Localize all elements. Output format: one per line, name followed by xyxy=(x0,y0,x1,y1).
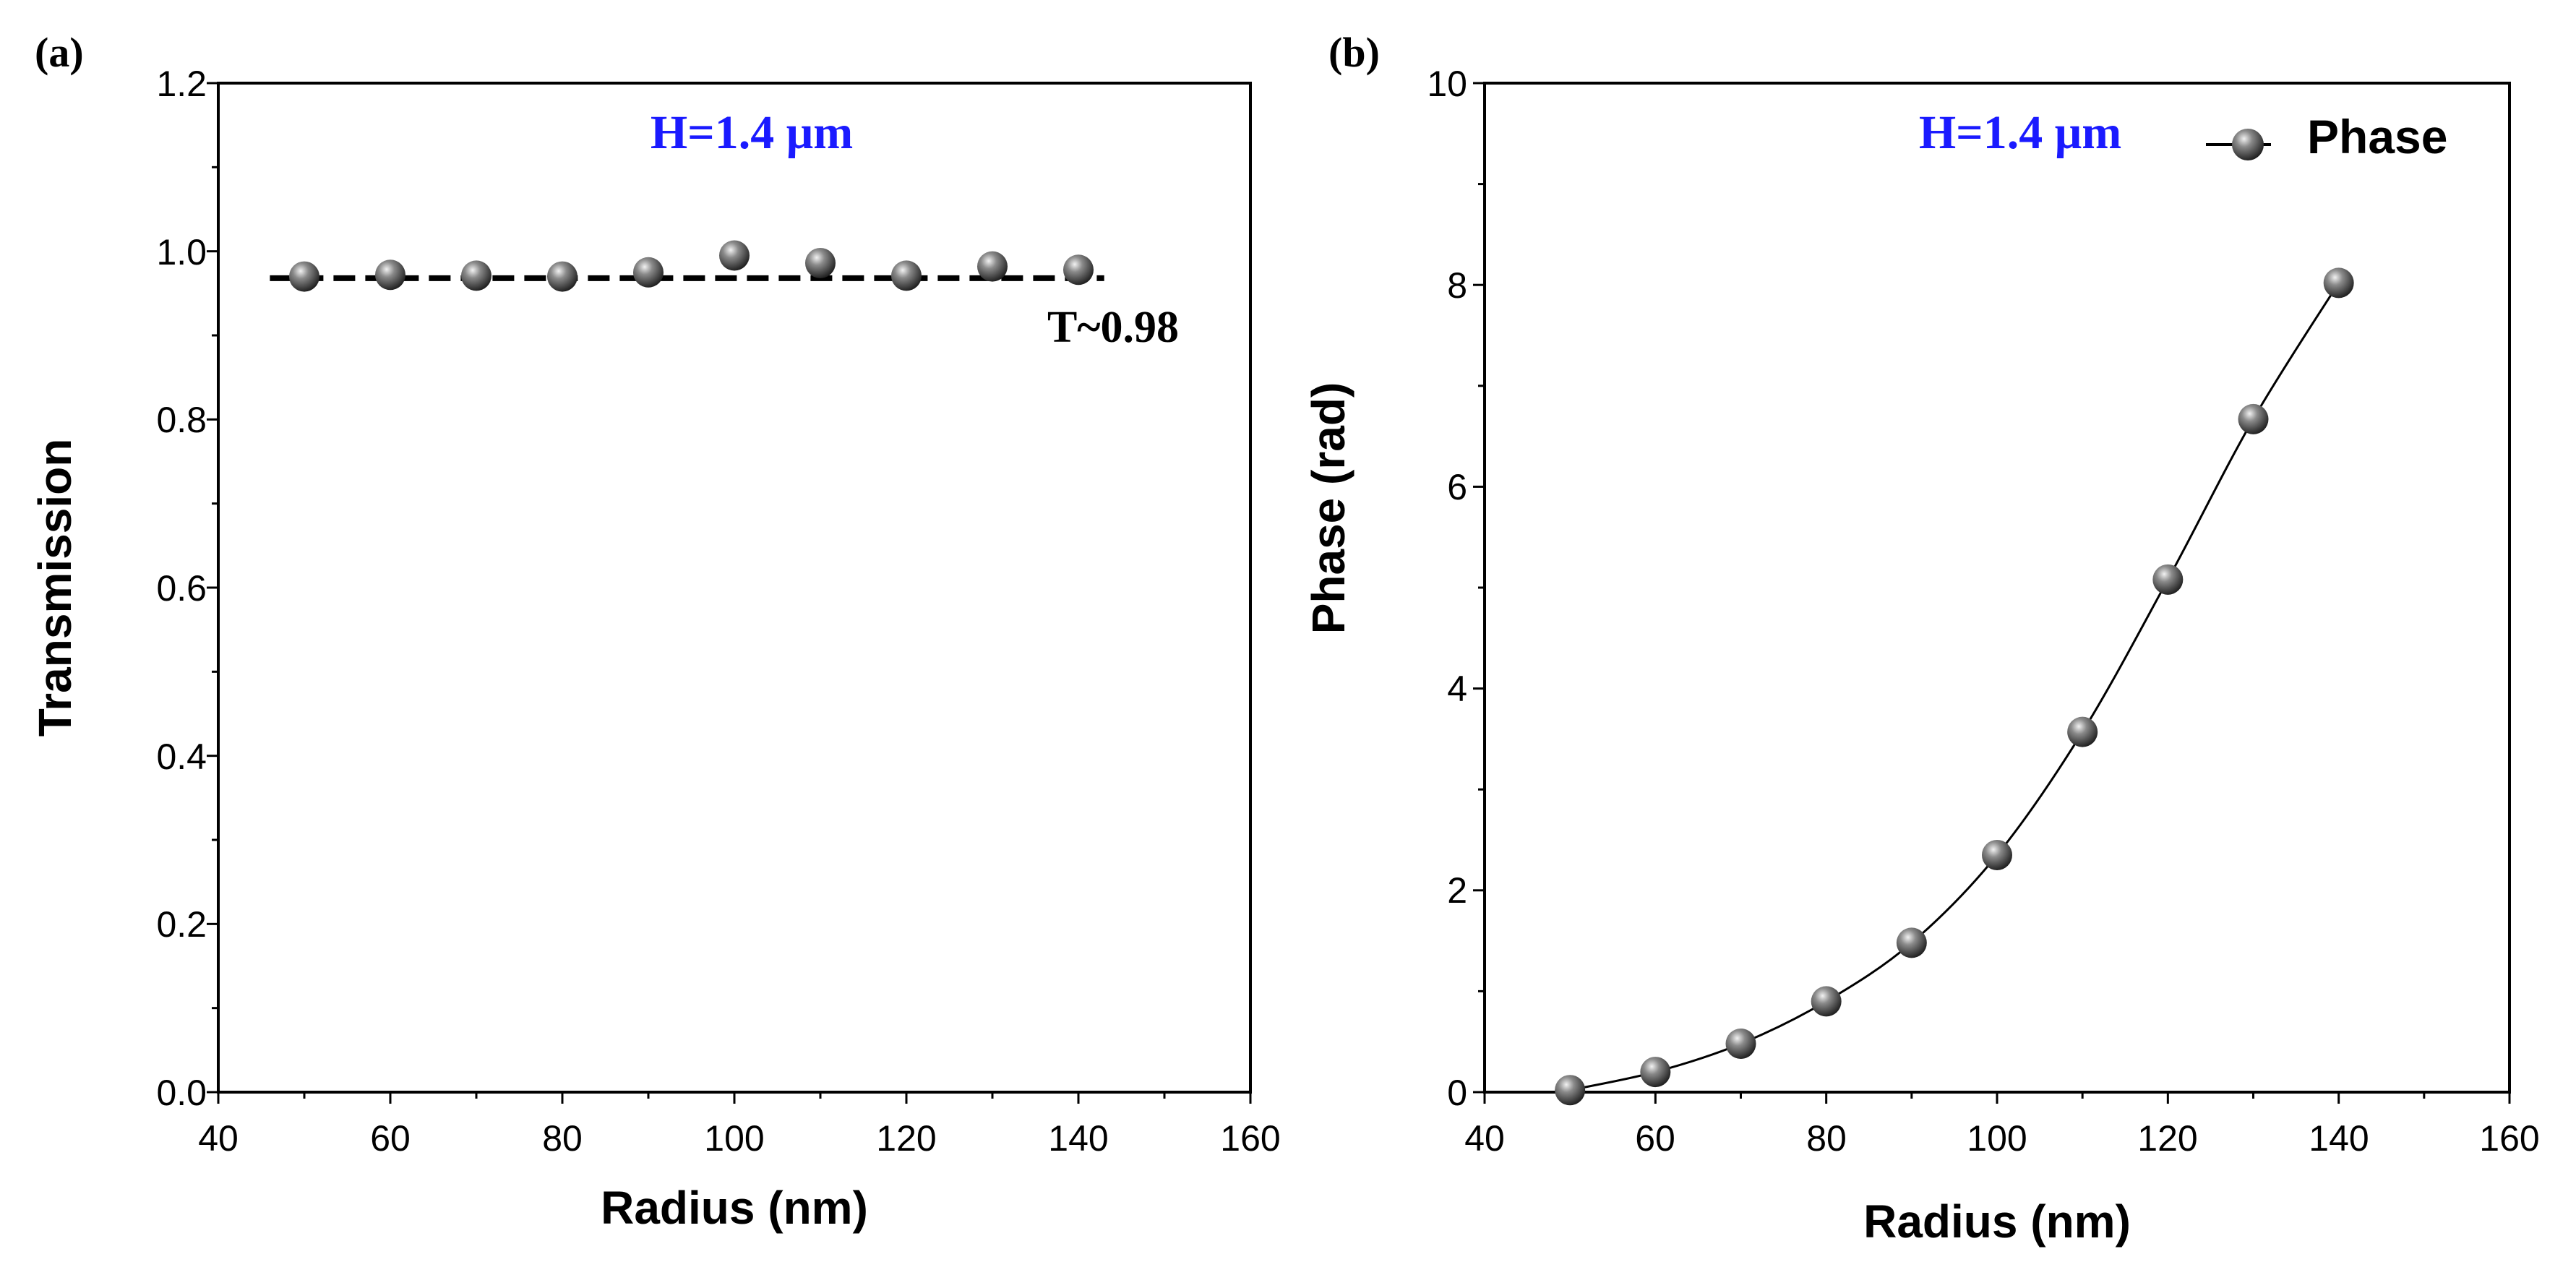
b-data-point-140 xyxy=(2323,267,2354,299)
panel-a-data-points xyxy=(289,240,1094,292)
panel-a-y-tick-label-1: 0.2 xyxy=(156,904,207,945)
b-data-point-100 xyxy=(1982,839,2012,870)
panel-b-x-ticks xyxy=(1483,1092,2511,1104)
panel-a-y-tick-label-0: 0.0 xyxy=(156,1073,207,1113)
panel-a-annotation-height: H=1.4 μm xyxy=(651,106,853,159)
panel-b-y-tick-label-4: 8 xyxy=(1447,265,1467,306)
a-data-point-140 xyxy=(1063,254,1094,286)
a-data-point-110 xyxy=(805,247,836,278)
b-data-point-60 xyxy=(1640,1057,1671,1088)
panel-b-x-tick-label-1: 60 xyxy=(1635,1118,1675,1159)
panel-a-y-axis-label: Transmission xyxy=(29,439,81,737)
panel-b-x-tick-label-4: 120 xyxy=(2137,1118,2197,1159)
panel-a-y-tick-label-4: 0.8 xyxy=(156,400,207,440)
panel-b-legend: Phase xyxy=(2206,110,2447,163)
panel-b-annotation-height: H=1.4 μm xyxy=(1919,106,2121,159)
panel-b-x-axis-label: Radius (nm) xyxy=(1863,1195,2131,1248)
panel-a-y-ticks xyxy=(207,82,218,1094)
panel-b-y-tick-label-0: 0 xyxy=(1447,1073,1467,1113)
panel-b-x-tick-label-5: 140 xyxy=(2309,1118,2369,1159)
a-data-point-90 xyxy=(633,257,664,288)
a-data-point-70 xyxy=(461,260,491,291)
panel-b-y-axis-label: Phase (rad) xyxy=(1302,382,1354,635)
a-data-point-50 xyxy=(289,261,319,292)
panel-b-x-tick-label-6: 160 xyxy=(2479,1118,2539,1159)
panel-b-y-ticks xyxy=(1473,82,1485,1094)
panel-b-y-tick-label-2: 4 xyxy=(1447,669,1467,709)
panel-a-plot-frame xyxy=(217,82,1252,1094)
legend-marker-sample xyxy=(2232,129,2264,160)
panel-a-x-ticks xyxy=(217,1092,1252,1104)
b-data-point-80 xyxy=(1811,986,1842,1017)
panel-a-y-tick-label-6: 1.2 xyxy=(156,64,207,104)
panel-b-y-tick-label-1: 2 xyxy=(1447,870,1467,911)
b-data-point-70 xyxy=(1725,1028,1756,1059)
panel-a-x-tick-label-5: 140 xyxy=(1048,1118,1108,1159)
panel-a-x-axis-label: Radius (nm) xyxy=(601,1182,868,1234)
panel-b-y-tick-label-5: 10 xyxy=(1427,64,1467,104)
a-data-point-60 xyxy=(375,259,405,291)
panel-b-data-points xyxy=(1555,267,2354,1106)
panel-a: (a) 40 60 80 100 120 140 160 0.0 0.2 0.4… xyxy=(29,29,1281,1234)
panel-a-y-tick-label-2: 0.4 xyxy=(156,737,207,777)
panel-b-plot-frame xyxy=(1483,82,2511,1094)
panel-a-x-tick-label-3: 100 xyxy=(704,1118,764,1159)
panel-b-x-tick-label-0: 40 xyxy=(1464,1118,1505,1159)
panel-b-x-tick-label-2: 80 xyxy=(1806,1118,1847,1159)
panel-a-x-tick-label-0: 40 xyxy=(198,1118,239,1159)
panel-a-y-tick-label-5: 1.0 xyxy=(156,232,207,272)
panel-b-y-tick-label-3: 6 xyxy=(1447,467,1467,507)
panel-b: (b) 40 60 80 100 120 140 160 0 2 4 6 8 1… xyxy=(1302,29,2540,1248)
panel-a-annotation-transmission: T~0.98 xyxy=(1047,303,1179,352)
phase-series-line xyxy=(1569,282,2340,1091)
panel-a-x-tick-label-6: 160 xyxy=(1220,1118,1280,1159)
b-data-point-90 xyxy=(1896,927,1927,958)
a-data-point-80 xyxy=(547,261,578,292)
legend-label-phase: Phase xyxy=(2307,110,2447,163)
panel-a-x-tick-label-4: 120 xyxy=(876,1118,936,1159)
panel-b-label: (b) xyxy=(1328,29,1380,76)
b-data-point-110 xyxy=(2067,716,2098,747)
b-data-point-120 xyxy=(2152,564,2184,595)
panel-a-label: (a) xyxy=(35,29,84,76)
b-data-point-130 xyxy=(2238,403,2269,434)
b-data-point-50 xyxy=(1555,1075,1586,1106)
panel-a-y-tick-label-3: 0.6 xyxy=(156,568,207,609)
panel-a-x-tick-label-2: 80 xyxy=(542,1118,583,1159)
a-data-point-100 xyxy=(719,240,750,271)
panel-b-series-line xyxy=(1569,282,2340,1091)
a-data-point-130 xyxy=(977,251,1008,282)
panel-b-x-tick-label-3: 100 xyxy=(1967,1118,2027,1159)
panel-a-x-tick-label-1: 60 xyxy=(370,1118,411,1159)
a-data-point-120 xyxy=(891,260,922,291)
